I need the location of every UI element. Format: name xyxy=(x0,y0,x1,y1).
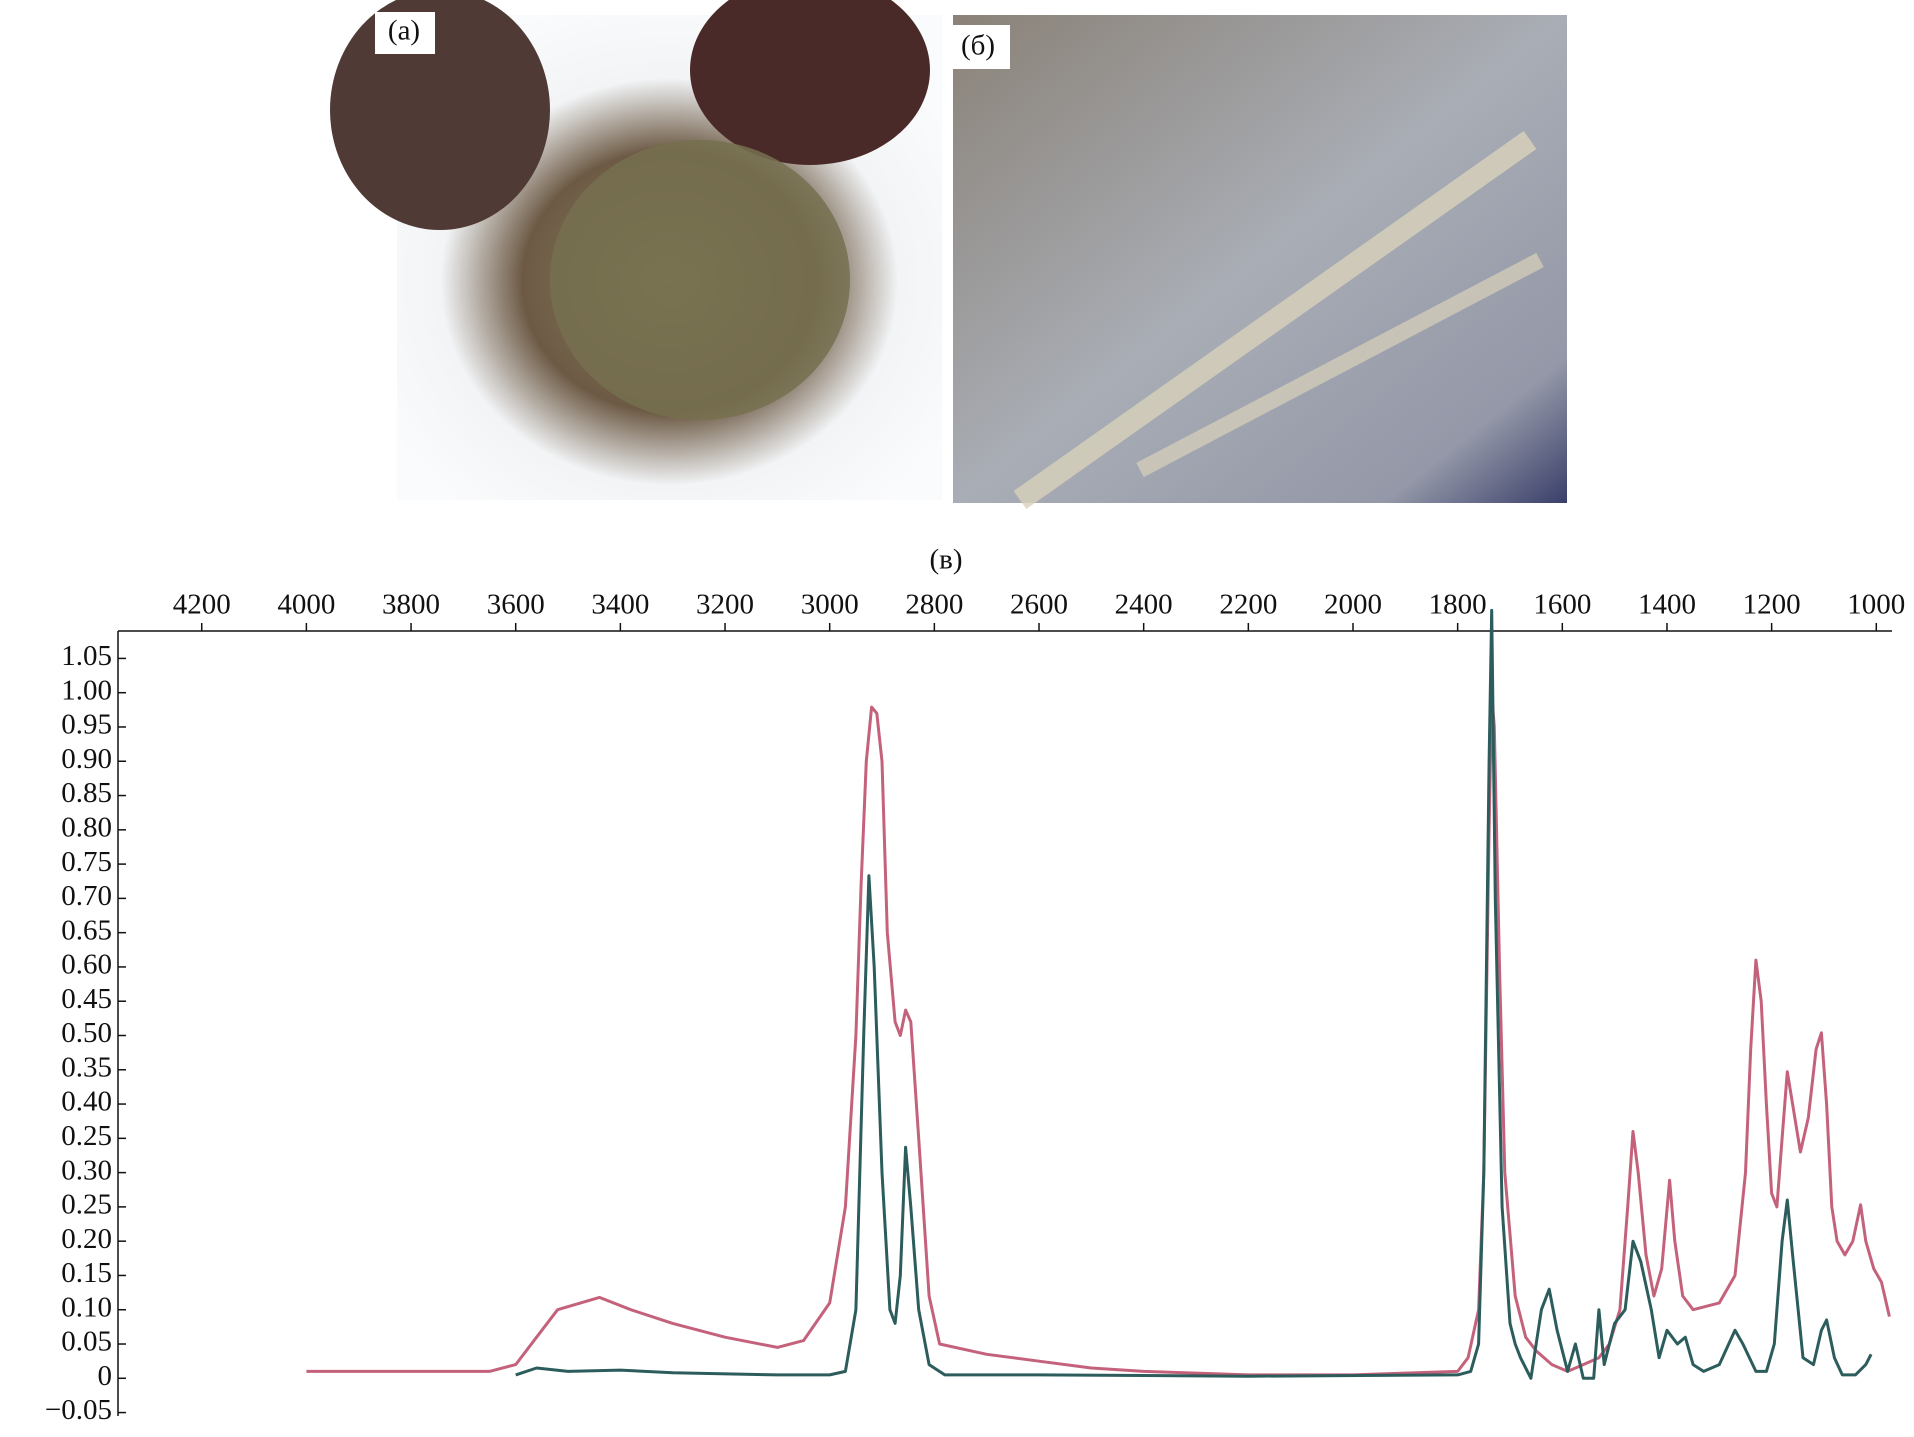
photo-b xyxy=(953,15,1567,509)
y-tick-label: 0.40 xyxy=(61,1086,112,1118)
y-tick-label: −0.05 xyxy=(45,1394,112,1426)
y-tick-label: 0.50 xyxy=(61,1017,112,1049)
x-tick-label: 1800 xyxy=(1429,589,1487,621)
y-tick-label: 0.30 xyxy=(61,1154,112,1186)
x-tick-label: 2400 xyxy=(1115,589,1173,621)
x-tick-label: 1000 xyxy=(1847,589,1905,621)
x-tick-label: 3400 xyxy=(591,589,649,621)
y-tick-label: 0.25 xyxy=(61,1189,112,1221)
y-tick-label: 0.25 xyxy=(61,1120,112,1152)
x-tick-label: 1200 xyxy=(1743,589,1801,621)
label-bg xyxy=(950,25,1010,69)
y-tick-label: 0.70 xyxy=(61,880,112,912)
y-tick-label: 0.35 xyxy=(61,1051,112,1083)
y-tick-label: 0.85 xyxy=(61,777,112,809)
label-bg xyxy=(375,12,435,54)
y-tick-label: 0.80 xyxy=(61,811,112,843)
y-tick-label: 0.20 xyxy=(61,1223,112,1255)
y-tick-label: 0.45 xyxy=(61,983,112,1015)
x-tick-label: 1400 xyxy=(1638,589,1696,621)
x-tick-label: 4000 xyxy=(277,589,335,621)
x-tick-label: 3000 xyxy=(801,589,859,621)
y-tick-label: 0.10 xyxy=(61,1291,112,1323)
x-tick-label: 3600 xyxy=(487,589,545,621)
x-tick-label: 3800 xyxy=(382,589,440,621)
panel-label: (а) xyxy=(388,15,420,47)
x-tick-label: 2000 xyxy=(1324,589,1382,621)
x-tick-label: 1600 xyxy=(1533,589,1591,621)
y-tick-label: 0 xyxy=(98,1360,113,1392)
x-tick-label: 2800 xyxy=(905,589,963,621)
x-tick-label: 2200 xyxy=(1219,589,1277,621)
panel-label: (б) xyxy=(961,30,995,62)
chart-title: (в) xyxy=(929,544,962,576)
y-tick-label: 1.05 xyxy=(61,640,112,672)
photo-a xyxy=(330,0,942,500)
y-tick-label: 0.15 xyxy=(61,1257,112,1289)
y-tick-label: 1.00 xyxy=(61,674,112,706)
spectrum-line xyxy=(306,691,1891,1377)
y-tick-label: 0.65 xyxy=(61,914,112,946)
y-tick-label: 0.05 xyxy=(61,1326,112,1358)
x-tick-label: 3200 xyxy=(696,589,754,621)
spectrum-line xyxy=(515,608,1873,1380)
x-tick-label: 2600 xyxy=(1010,589,1068,621)
y-tick-label: 0.95 xyxy=(61,709,112,741)
y-tick-label: 0.60 xyxy=(61,949,112,981)
y-tick-label: 0.90 xyxy=(61,743,112,775)
x-tick-label: 4200 xyxy=(173,589,231,621)
y-tick-label: 0.75 xyxy=(61,846,112,878)
